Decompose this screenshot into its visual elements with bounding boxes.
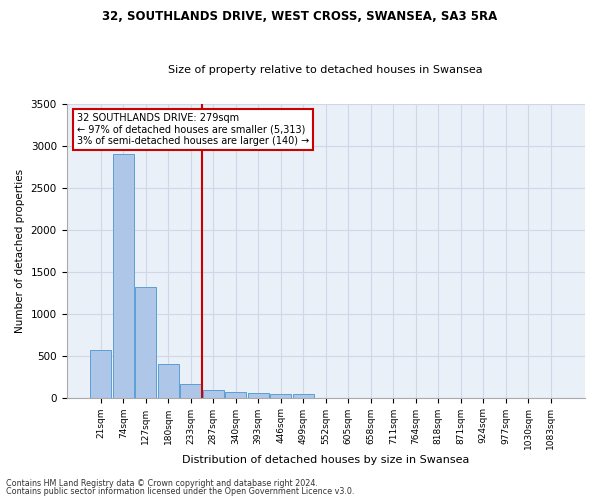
- Text: 32 SOUTHLANDS DRIVE: 279sqm
← 97% of detached houses are smaller (5,313)
3% of s: 32 SOUTHLANDS DRIVE: 279sqm ← 97% of det…: [77, 113, 309, 146]
- Bar: [270, 394, 292, 398]
- Bar: [203, 390, 224, 398]
- Text: 32, SOUTHLANDS DRIVE, WEST CROSS, SWANSEA, SA3 5RA: 32, SOUTHLANDS DRIVE, WEST CROSS, SWANSE…: [103, 10, 497, 23]
- Y-axis label: Number of detached properties: Number of detached properties: [15, 169, 25, 333]
- X-axis label: Distribution of detached houses by size in Swansea: Distribution of detached houses by size …: [182, 455, 469, 465]
- Title: Size of property relative to detached houses in Swansea: Size of property relative to detached ho…: [169, 66, 483, 76]
- Bar: [113, 154, 134, 398]
- Bar: [225, 392, 247, 398]
- Text: Contains HM Land Registry data © Crown copyright and database right 2024.: Contains HM Land Registry data © Crown c…: [6, 478, 318, 488]
- Bar: [90, 350, 112, 398]
- Bar: [180, 384, 202, 398]
- Bar: [293, 394, 314, 398]
- Bar: [158, 364, 179, 398]
- Bar: [248, 393, 269, 398]
- Text: Contains public sector information licensed under the Open Government Licence v3: Contains public sector information licen…: [6, 487, 355, 496]
- Bar: [135, 287, 157, 398]
